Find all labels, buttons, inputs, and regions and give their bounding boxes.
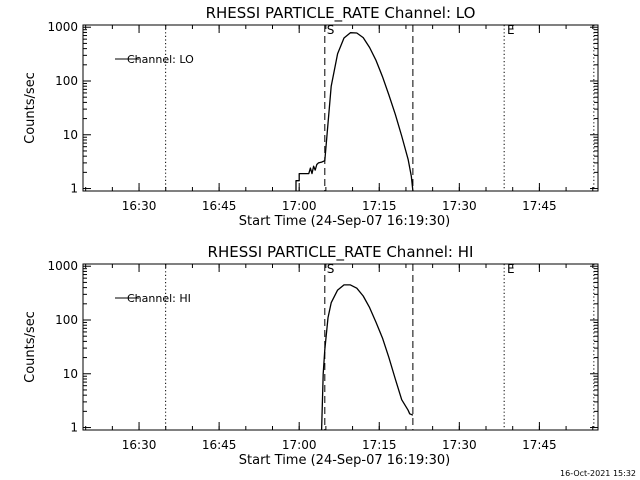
x-tick-label: 16:45 xyxy=(202,438,237,452)
series-line xyxy=(320,284,414,431)
y-axis-label: Counts/sec xyxy=(23,311,38,383)
x-tick-label: 17:15 xyxy=(362,199,397,213)
series-line xyxy=(295,32,414,192)
x-tick-label: 16:45 xyxy=(202,199,237,213)
legend-label: Channel: LO xyxy=(127,53,194,66)
chart-title: RHESSI PARTICLE_RATE Channel: LO xyxy=(206,4,476,23)
y-minor-ticks xyxy=(83,29,598,173)
x-tick-label: 17:45 xyxy=(522,199,557,213)
y-tick-label: 1 xyxy=(70,182,78,196)
chart-panel-hi: RHESSI PARTICLE_RATE Channel: HI 16:30 16:… xyxy=(23,243,599,468)
plot-frame xyxy=(82,263,599,431)
timestamp: 16-Oct-2021 15:32 xyxy=(560,469,636,478)
y-tick-label: 1 xyxy=(70,421,78,435)
chart-panel-lo: RHESSI PARTICLE_RATE Channel: LO 16:30 16:… xyxy=(23,4,599,229)
end-marker-label: E xyxy=(507,262,515,276)
x-tick-label: 17:00 xyxy=(282,199,317,213)
x-axis-label: Start Time (24-Sep-07 16:19:30) xyxy=(239,214,450,229)
y-tick-label: 10 xyxy=(63,367,78,381)
y-minor-ticks xyxy=(83,268,598,412)
plot-frame xyxy=(82,24,599,192)
x-tick-label: 17:15 xyxy=(362,438,397,452)
y-tick-label: 100 xyxy=(55,74,78,88)
y-axis-label: Counts/sec xyxy=(23,72,38,144)
x-tick-label: 16:30 xyxy=(122,438,157,452)
y-tick-label: 100 xyxy=(55,313,78,327)
y-tick-label: 1000 xyxy=(47,20,78,34)
chart-title: RHESSI PARTICLE_RATE Channel: HI xyxy=(208,243,474,262)
x-tick-label: 16:30 xyxy=(122,199,157,213)
x-tick-label: 17:45 xyxy=(522,438,557,452)
y-tick-label: 10 xyxy=(63,128,78,142)
start-marker-label: S xyxy=(327,23,335,37)
end-marker-label: E xyxy=(507,23,515,37)
legend-label: Channel: HI xyxy=(127,292,191,305)
x-axis-label: Start Time (24-Sep-07 16:19:30) xyxy=(239,453,450,468)
x-tick-label: 17:30 xyxy=(442,438,477,452)
x-tick-label: 17:30 xyxy=(442,199,477,213)
y-tick-label: 1000 xyxy=(47,259,78,273)
x-tick-label: 17:00 xyxy=(282,438,317,452)
start-marker-label: S xyxy=(327,262,335,276)
